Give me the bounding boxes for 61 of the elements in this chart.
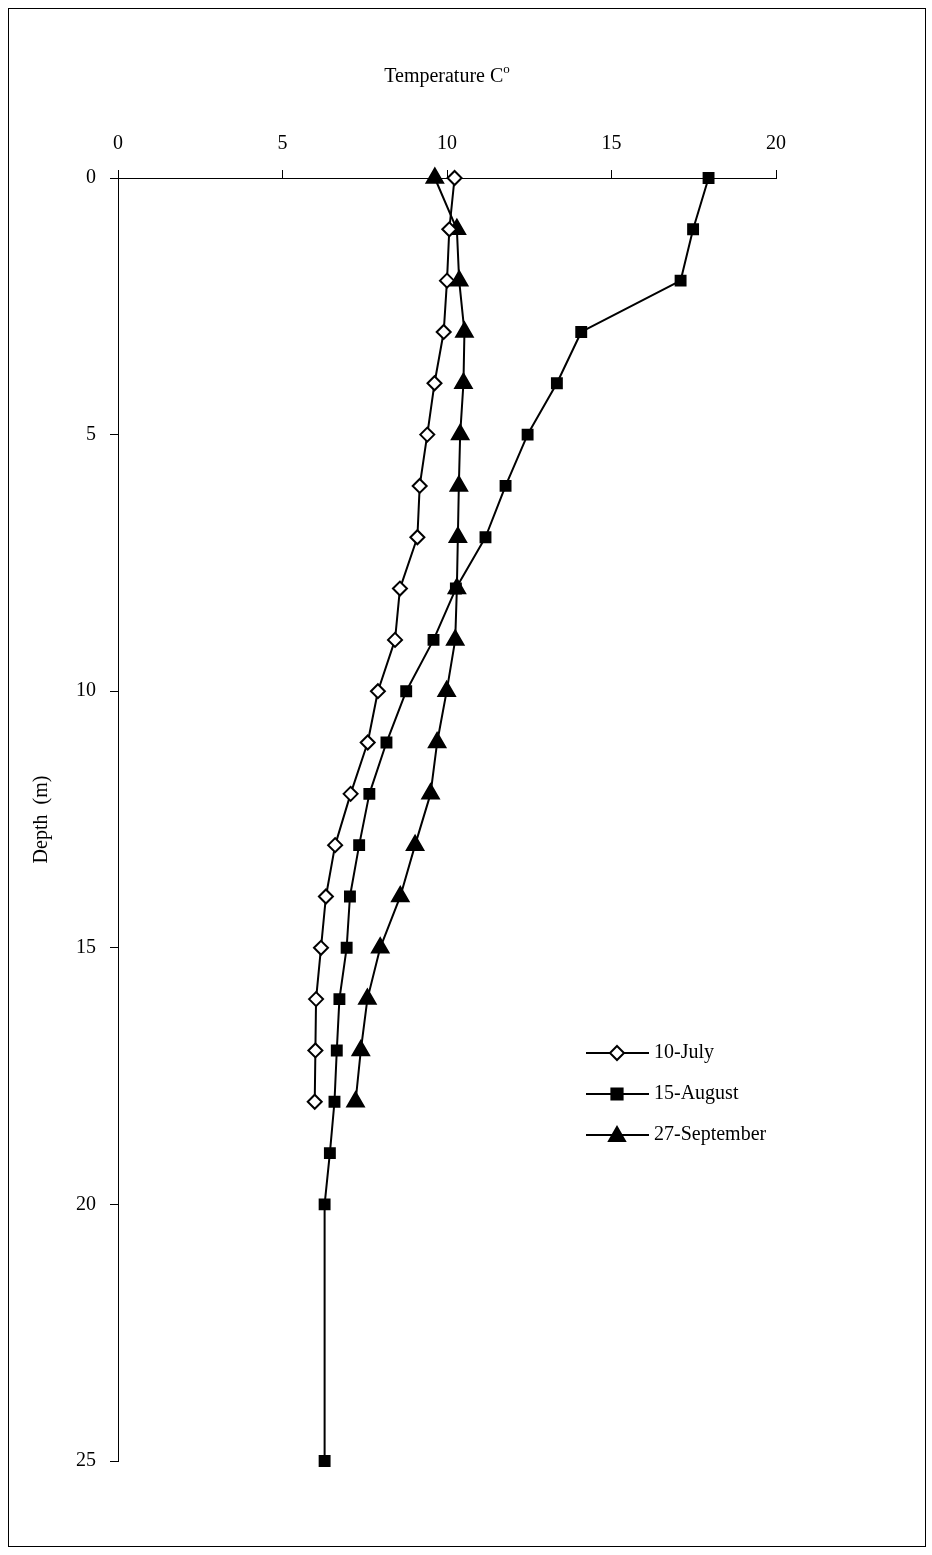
point bbox=[575, 326, 588, 338]
x-tick-label: 15 bbox=[601, 131, 622, 154]
point bbox=[550, 377, 563, 390]
point bbox=[702, 172, 715, 184]
point bbox=[344, 890, 356, 903]
y-axis-title: Depth (m) bbox=[29, 775, 53, 864]
legend-label: 15-August bbox=[654, 1081, 739, 1105]
point bbox=[369, 683, 386, 700]
point bbox=[353, 839, 366, 852]
point bbox=[435, 323, 452, 340]
y-tick-label: 5 bbox=[86, 421, 96, 444]
point bbox=[318, 1455, 331, 1467]
point bbox=[687, 223, 700, 236]
point bbox=[426, 375, 443, 392]
point bbox=[409, 529, 426, 546]
point bbox=[455, 321, 474, 338]
y-tick-label: 10 bbox=[76, 678, 96, 701]
point bbox=[387, 631, 404, 648]
legend-label: 27-September bbox=[654, 1122, 767, 1146]
point bbox=[308, 991, 325, 1008]
point bbox=[425, 167, 445, 184]
point bbox=[419, 426, 436, 443]
point bbox=[446, 170, 463, 186]
point bbox=[327, 837, 344, 854]
point bbox=[359, 734, 376, 751]
y-tick-label: 25 bbox=[76, 1448, 96, 1471]
point bbox=[499, 479, 512, 492]
point bbox=[330, 1044, 343, 1057]
point bbox=[439, 272, 455, 289]
point bbox=[427, 633, 440, 646]
point bbox=[411, 477, 428, 494]
y-tick-label: 15 bbox=[76, 935, 96, 958]
point bbox=[400, 685, 413, 698]
point bbox=[328, 1095, 341, 1108]
point bbox=[454, 372, 473, 390]
point bbox=[479, 531, 492, 544]
x-tick-label: 5 bbox=[277, 131, 288, 154]
point bbox=[449, 475, 469, 492]
y-tick-label: 20 bbox=[76, 1191, 96, 1214]
point bbox=[363, 787, 376, 800]
x-tick-label: 0 bbox=[113, 131, 123, 154]
point bbox=[340, 941, 353, 954]
point bbox=[427, 732, 447, 749]
point bbox=[342, 785, 359, 802]
point bbox=[307, 1042, 324, 1059]
point bbox=[312, 939, 329, 956]
point bbox=[318, 1198, 331, 1211]
point bbox=[449, 270, 469, 287]
point bbox=[674, 274, 687, 287]
point bbox=[306, 1093, 323, 1110]
point bbox=[333, 993, 346, 1006]
point bbox=[323, 1147, 336, 1160]
y-tick-label: 0 bbox=[86, 165, 96, 188]
x-tick-label: 20 bbox=[766, 131, 786, 154]
x-tick-label: 10 bbox=[437, 131, 457, 154]
point bbox=[521, 428, 534, 441]
point bbox=[450, 424, 470, 441]
legend-label: 10-July bbox=[654, 1040, 714, 1064]
point bbox=[317, 888, 334, 905]
point bbox=[391, 580, 408, 597]
point bbox=[446, 629, 465, 646]
